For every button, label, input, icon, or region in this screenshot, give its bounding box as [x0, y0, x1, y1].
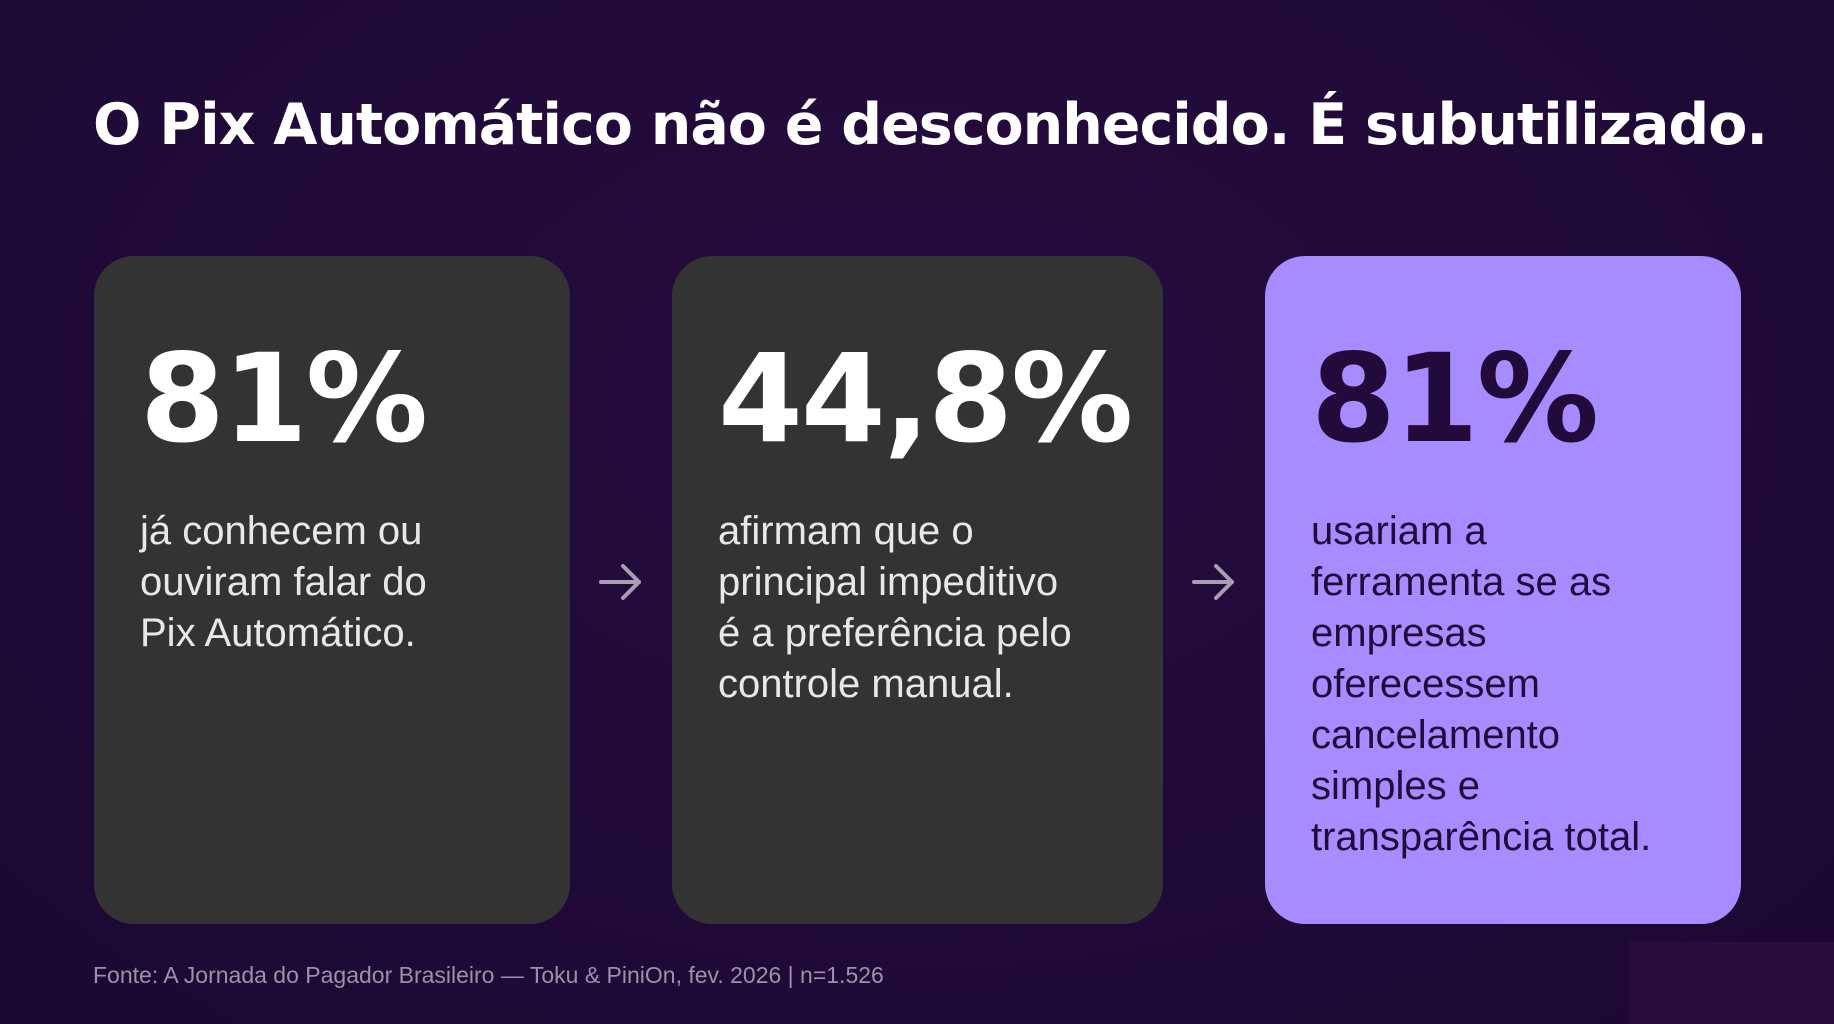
arrow-right-icon	[599, 564, 641, 600]
stat-description-line: principal impeditivo	[718, 560, 1059, 604]
stat-description-line: ouviram falar do	[140, 560, 427, 604]
stat-description: usariam a ferramenta se as empresas ofer…	[1311, 506, 1651, 863]
stat-description: afirmam que o principal impeditivo é a p…	[718, 506, 1072, 710]
stat-description-line: controle manual.	[718, 662, 1014, 706]
stat-description-line: transparência total.	[1311, 815, 1652, 859]
stat-description-line: ferramenta se as	[1311, 560, 1612, 604]
stat-description-line: afirmam que o	[718, 509, 974, 553]
stat-card-adoption: 81% usariam a ferramenta se as empresas …	[1265, 256, 1741, 924]
stat-description-line: oferecessem	[1311, 662, 1540, 706]
source-citation: Fonte: A Jornada do Pagador Brasileiro —…	[93, 962, 884, 988]
stat-description-line: cancelamento	[1311, 713, 1561, 757]
stat-description-line: é a preferência pelo	[718, 611, 1072, 655]
stat-value: 81%	[1311, 328, 1599, 470]
stat-card-barrier: 44,8% afirmam que o principal impeditivo…	[672, 256, 1163, 924]
stat-description-line: já conhecem ou	[140, 509, 423, 553]
stat-card-awareness: 81% já conhecem ou ouviram falar do Pix …	[94, 256, 570, 924]
stat-description-line: usariam a	[1311, 509, 1487, 553]
arrow-right-icon	[1192, 564, 1234, 600]
stat-value: 44,8%	[718, 328, 1133, 470]
stat-description-line: empresas	[1311, 611, 1487, 655]
stat-description-line: simples e	[1311, 764, 1480, 808]
slide-title: O Pix Automático não é desconhecido. É s…	[93, 92, 1768, 158]
stat-description: já conhecem ou ouviram falar do Pix Auto…	[140, 506, 427, 659]
corner-block	[1629, 942, 1834, 1024]
stat-value: 81%	[140, 328, 428, 470]
stat-description-line: Pix Automático.	[140, 611, 416, 655]
